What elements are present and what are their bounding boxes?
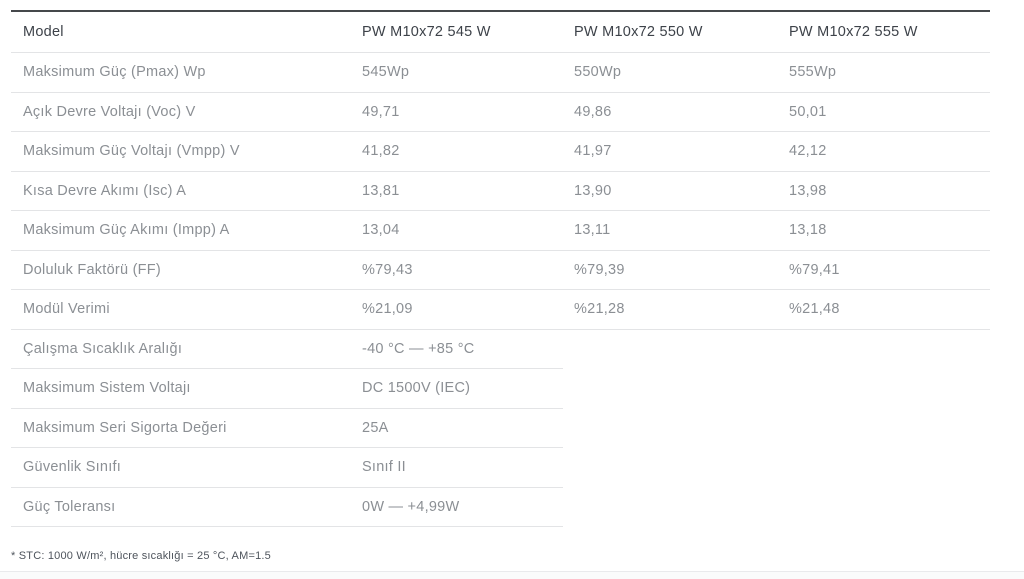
spec-value: %21,28 — [574, 301, 625, 318]
spec-label: Çalışma Sıcaklık Aralığı — [23, 340, 183, 357]
spec-label: Kısa Devre Akımı (Isc) A — [23, 182, 187, 199]
spec-value: 49,71 — [362, 103, 400, 120]
spec-value: 13,90 — [574, 182, 612, 199]
spec-label: Açık Devre Voltajı (Voc) V — [23, 103, 196, 120]
spec-label: Maksimum Güç (Pmax) Wp — [23, 64, 206, 81]
column-header-model-555: PW M10x72 555 W — [789, 24, 918, 40]
spec-value: 550Wp — [574, 64, 622, 81]
column-header-model-550: PW M10x72 550 W — [574, 24, 703, 40]
spec-label: Maksimum Güç Akımı (Impp) A — [23, 222, 230, 239]
table-row: Maksimum Güç Akımı (Impp) A 13,04 13,11 … — [11, 211, 990, 251]
spec-label: Güç Toleransı — [23, 498, 116, 515]
spec-value: Sınıf II — [362, 459, 406, 476]
table-header-row: Model PW M10x72 545 W PW M10x72 550 W PW… — [11, 12, 990, 53]
spec-value: %79,43 — [362, 261, 413, 278]
spec-label: Doluluk Faktörü (FF) — [23, 261, 161, 278]
spec-value: 0W — +4,99W — [362, 498, 460, 515]
spec-value: 13,04 — [362, 222, 400, 239]
spec-label: Maksimum Sistem Voltajı — [23, 380, 191, 397]
spec-value: DC 1500V (IEC) — [362, 380, 471, 397]
table-row: Modül Verimi %21,09 %21,28 %21,48 — [11, 290, 990, 330]
table-row: Güvenlik Sınıfı Sınıf II — [11, 448, 563, 488]
table-row: Kısa Devre Akımı (Isc) A 13,81 13,90 13,… — [11, 172, 990, 211]
column-header-model-545: PW M10x72 545 W — [362, 24, 491, 40]
spec-value: 13,98 — [789, 182, 827, 199]
table-row: Maksimum Seri Sigorta Değeri 25A — [11, 409, 563, 448]
spec-value: 42,12 — [789, 143, 827, 160]
spec-value: 49,86 — [574, 103, 612, 120]
spec-value: 545Wp — [362, 64, 410, 81]
spec-label: Modül Verimi — [23, 301, 110, 318]
spec-value: %79,41 — [789, 261, 840, 278]
stc-footnote: * STC: 1000 W/m², hücre sıcaklığı = 25 °… — [11, 550, 271, 562]
spec-value: 41,82 — [362, 143, 400, 160]
table-row: Doluluk Faktörü (FF) %79,43 %79,39 %79,4… — [11, 251, 990, 290]
spec-value: -40 °C — +85 °C — [362, 340, 475, 357]
column-header-model: Model — [23, 24, 64, 40]
table-row: Maksimum Güç (Pmax) Wp 545Wp 550Wp 555Wp — [11, 53, 990, 93]
table-row: Çalışma Sıcaklık Aralığı -40 °C — +85 °C — [11, 330, 563, 369]
spec-value: 13,11 — [574, 222, 611, 239]
spec-table: Model PW M10x72 545 W PW M10x72 550 W PW… — [11, 10, 990, 527]
table-row: Açık Devre Voltajı (Voc) V 49,71 49,86 5… — [11, 93, 990, 132]
spec-label: Güvenlik Sınıfı — [23, 459, 122, 476]
spec-value: 13,81 — [362, 182, 400, 199]
spec-label: Maksimum Seri Sigorta Değeri — [23, 419, 227, 436]
spec-value: %21,09 — [362, 301, 413, 318]
spec-value: %79,39 — [574, 261, 625, 278]
section-divider — [0, 571, 1024, 579]
spec-value: 25A — [362, 419, 389, 436]
spec-value: 555Wp — [789, 64, 837, 81]
spec-value: %21,48 — [789, 301, 840, 318]
spec-label: Maksimum Güç Voltajı (Vmpp) V — [23, 143, 240, 160]
table-row: Maksimum Güç Voltajı (Vmpp) V 41,82 41,9… — [11, 132, 990, 172]
spec-value: 41,97 — [574, 143, 612, 160]
spec-value: 50,01 — [789, 103, 827, 120]
table-row: Güç Toleransı 0W — +4,99W — [11, 488, 563, 527]
single-value-section: Çalışma Sıcaklık Aralığı -40 °C — +85 °C… — [11, 330, 563, 527]
spec-value: 13,18 — [789, 222, 827, 239]
table-row: Maksimum Sistem Voltajı DC 1500V (IEC) — [11, 369, 563, 409]
